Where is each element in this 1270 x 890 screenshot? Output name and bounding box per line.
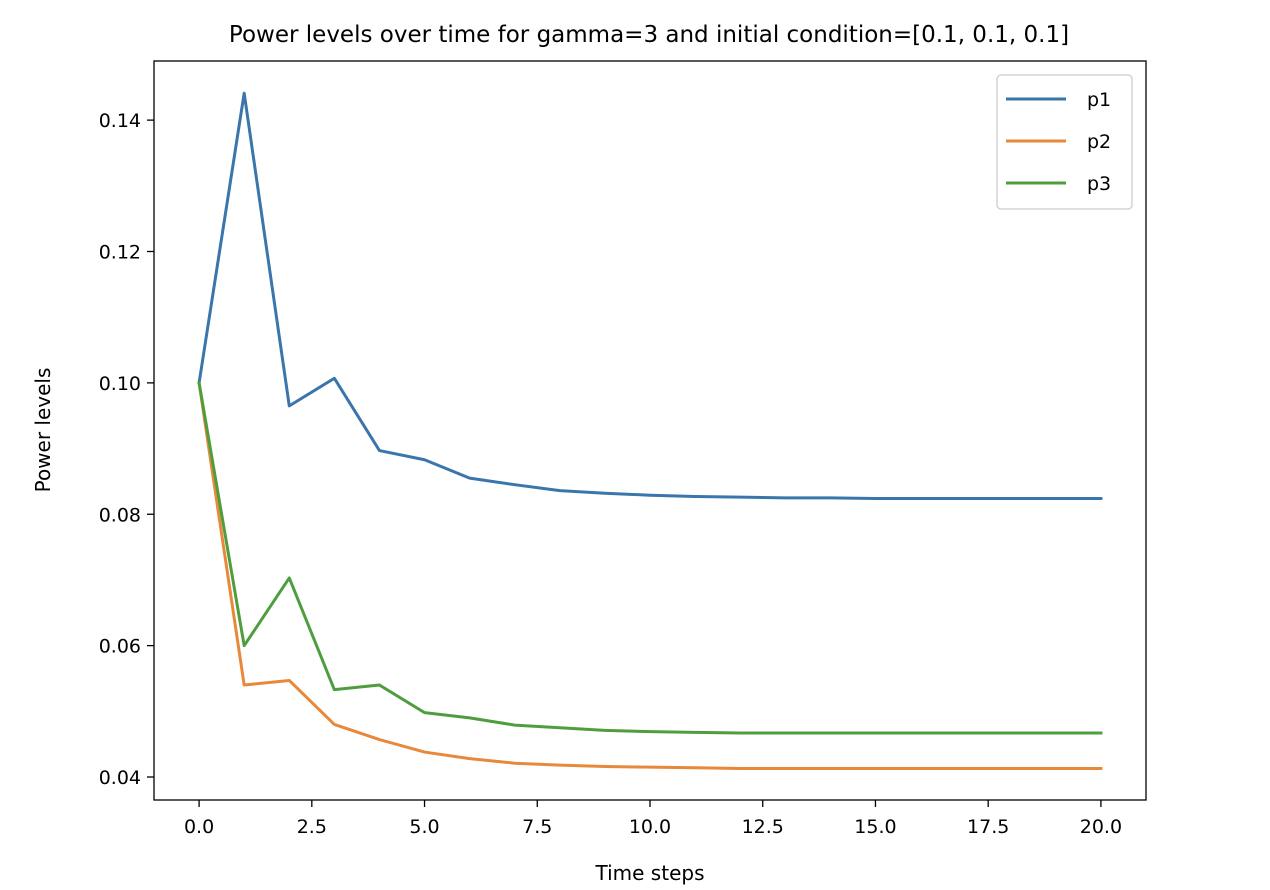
- y-tick-label: 0.14: [99, 110, 141, 132]
- y-tick-label: 0.08: [99, 504, 141, 526]
- x-tick-label: 20.0: [1080, 816, 1122, 838]
- x-tick-label: 7.5: [522, 816, 552, 838]
- y-axis-label: Power levels: [31, 368, 55, 493]
- x-tick-label: 2.5: [297, 816, 327, 838]
- legend-label-p2: p2: [1087, 131, 1111, 153]
- series-line-p2: [197, 381, 1103, 770]
- x-tick-label: 5.0: [409, 816, 439, 838]
- x-axis-label: Time steps: [595, 861, 705, 885]
- axis-ticks: 0.0 2.5 5.0 7.5 10.0 12.5 15.0 17.5 20.0 0.04 0.06…: [99, 110, 1122, 838]
- x-tick-label: 17.5: [967, 816, 1009, 838]
- legend-label-p1: p1: [1087, 89, 1111, 111]
- y-tick-label: 0.06: [99, 636, 141, 658]
- x-tick-label: 0.0: [184, 816, 214, 838]
- series-line-p1: [197, 91, 1103, 500]
- series-line-p3: [197, 381, 1103, 735]
- y-tick-label: 0.12: [99, 241, 141, 263]
- x-tick-label: 12.5: [742, 816, 784, 838]
- legend-label-p3: p3: [1087, 173, 1111, 195]
- legend: p1 p2 p3: [996, 74, 1133, 210]
- x-tick-label: 15.0: [854, 816, 896, 838]
- plot-area: [197, 91, 1103, 770]
- chart-title: Power levels over time for gamma=3 and i…: [229, 22, 1069, 48]
- y-tick-label: 0.10: [99, 373, 141, 395]
- x-tick-label: 10.0: [629, 816, 671, 838]
- y-tick-label: 0.04: [99, 767, 141, 789]
